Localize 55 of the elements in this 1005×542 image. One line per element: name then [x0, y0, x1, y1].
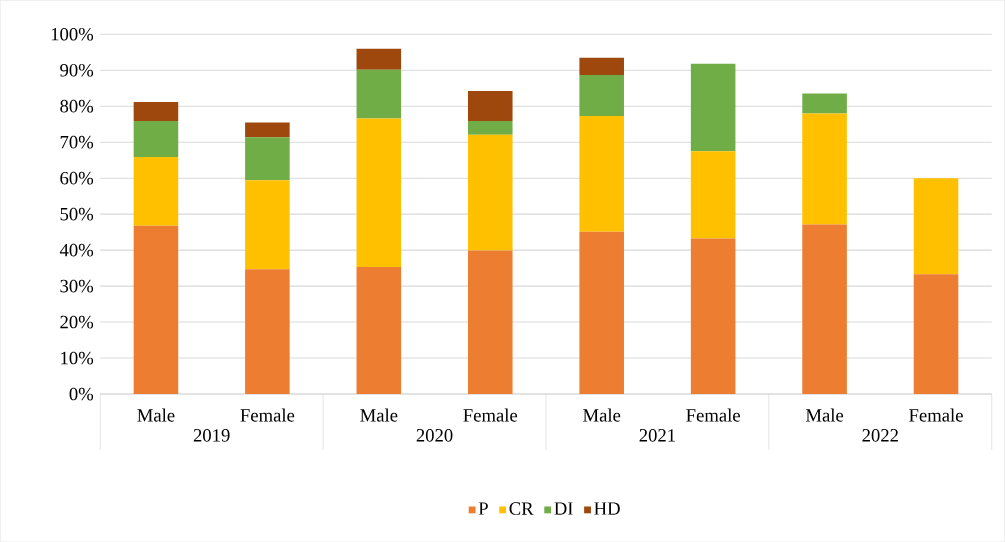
- bar: [690, 238, 736, 394]
- text: 2019: [193, 428, 230, 442]
- x-tick-label: Female: [686, 408, 740, 422]
- y-tick-label: 20%: [60, 315, 94, 329]
- x-tick-label: Female: [909, 408, 963, 422]
- y-tick-label: 0%: [69, 387, 94, 401]
- text: 2020: [416, 428, 453, 442]
- y-tick-label: 50%: [60, 207, 94, 221]
- text: 2022: [862, 428, 898, 442]
- x-tick-label: Female: [240, 408, 295, 422]
- y-tick-label: 70%: [60, 135, 94, 149]
- y-tick-label: 10%: [61, 351, 94, 365]
- y-tick-label: 90%: [60, 63, 94, 77]
- bar: [133, 156, 179, 226]
- bar: [133, 101, 179, 121]
- bar: [245, 180, 290, 270]
- bar: [245, 269, 290, 394]
- bar: [133, 225, 179, 394]
- bar: [913, 178, 959, 275]
- bar: [356, 48, 402, 70]
- bar: [579, 115, 624, 232]
- bar: [690, 63, 736, 152]
- bar: [133, 120, 179, 157]
- bar: [356, 266, 402, 394]
- x-tick-label: Male: [137, 408, 175, 422]
- legend-label: CR: [509, 502, 534, 515]
- y-tick-label: 100%: [51, 27, 94, 41]
- bar: [356, 69, 402, 119]
- y-tick-label: 40%: [59, 243, 94, 257]
- bar: [690, 151, 736, 239]
- x-tick-label: Male: [583, 408, 621, 422]
- x-tick-label: Female: [463, 408, 518, 422]
- bar: [467, 120, 513, 135]
- bar: [579, 231, 624, 394]
- legend-label: HD: [594, 502, 620, 515]
- bar: [467, 250, 513, 394]
- bar: [356, 118, 402, 267]
- bar: [802, 113, 847, 225]
- y-tick-label: 30%: [60, 279, 94, 293]
- legend-label: DI: [554, 502, 573, 515]
- bar: [913, 274, 959, 394]
- bar: [579, 74, 624, 116]
- bar: [245, 137, 290, 181]
- bar: [579, 57, 624, 75]
- bar: [467, 90, 513, 121]
- legend-label: P: [478, 502, 488, 515]
- x-tick-label: Male: [360, 408, 398, 422]
- bar: [467, 134, 513, 251]
- bar: [802, 224, 847, 394]
- bar: [245, 122, 290, 138]
- text: 2021: [639, 428, 675, 442]
- bar: [802, 93, 847, 114]
- y-tick-label: 60%: [60, 171, 94, 185]
- x-tick-label: Male: [805, 408, 844, 422]
- y-tick-label: 80%: [60, 99, 94, 113]
